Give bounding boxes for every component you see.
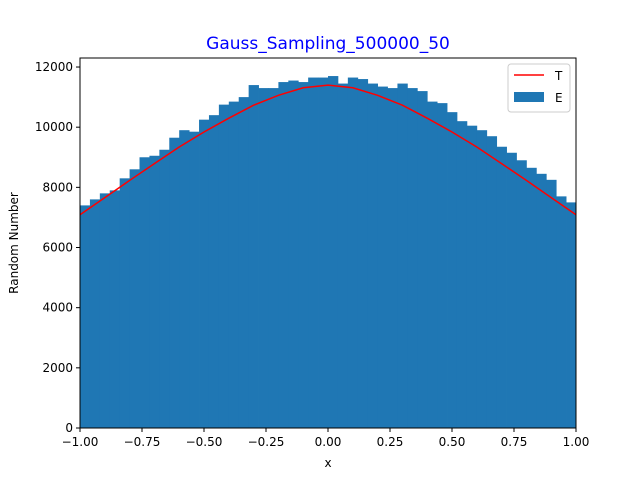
histogram-bar <box>536 173 547 428</box>
histogram-bar <box>139 157 150 428</box>
histogram-bar <box>218 104 230 429</box>
histogram-bar <box>80 205 91 428</box>
x-tick-label: 0.25 <box>377 435 404 449</box>
y-tick-label: 0 <box>65 421 73 435</box>
histogram-bar <box>357 79 369 428</box>
histogram-bar <box>397 83 408 429</box>
histogram-bar <box>149 155 160 428</box>
histogram-bar <box>99 193 111 428</box>
x-tick-label: −1.00 <box>62 435 99 449</box>
histogram-bar <box>109 190 121 428</box>
y-tick-label: 4000 <box>42 301 73 315</box>
x-axis-label: x <box>324 456 331 470</box>
histogram-bar <box>308 77 319 428</box>
y-tick-label: 8000 <box>42 180 73 194</box>
histogram-bar <box>556 196 567 428</box>
histogram-bar <box>258 88 269 428</box>
histogram-bar <box>278 82 289 429</box>
histogram-bar <box>337 83 349 429</box>
histogram-bar <box>228 101 240 428</box>
histogram-bar <box>566 202 577 428</box>
histogram-bar <box>466 125 478 429</box>
histogram-bar <box>437 103 448 428</box>
x-tick-label: −0.50 <box>186 435 223 449</box>
histogram-bar <box>208 115 220 428</box>
histogram-bar <box>119 178 130 428</box>
y-tick-label: 6000 <box>42 241 73 255</box>
histogram-bar <box>129 169 140 428</box>
histogram-bar <box>407 88 418 428</box>
histogram-bar <box>486 136 498 429</box>
histogram-bar <box>476 130 488 428</box>
histogram-bar <box>318 77 329 428</box>
y-axis-label: Random Number <box>7 192 21 294</box>
x-tick-label: 0.50 <box>439 435 466 449</box>
y-tick-label: 2000 <box>42 361 73 375</box>
histogram-bar <box>159 149 170 428</box>
theory-curve <box>79 84 577 216</box>
x-axis-ticks: −1.00 −0.75 −0.50 −0.25 0.00 0.25 0.50 0.75 1.00 <box>62 428 590 449</box>
x-tick-label: −0.25 <box>248 435 285 449</box>
histogram-bar <box>89 199 101 428</box>
y-tick-label: 10000 <box>35 120 73 134</box>
histogram-bars <box>80 76 577 429</box>
histogram-bar <box>347 77 359 428</box>
histogram-bar <box>238 97 250 429</box>
histogram-bar <box>169 137 180 428</box>
histogram-bar <box>377 86 388 428</box>
histogram-bar <box>387 88 398 428</box>
legend: T E <box>507 63 571 113</box>
histogram-bar <box>456 121 468 429</box>
histogram-bar <box>248 85 259 428</box>
histogram-bar <box>516 160 527 428</box>
histogram-bar <box>268 88 279 428</box>
theory-curve-layer <box>79 84 577 216</box>
x-tick-label: 0.00 <box>315 435 342 449</box>
y-axis-ticks: 0 2000 4000 6000 8000 10000 12000 <box>35 60 80 435</box>
y-tick-label: 12000 <box>35 60 73 74</box>
histogram-bar <box>199 119 210 429</box>
histogram-bar <box>288 80 299 428</box>
histogram-bar <box>328 76 339 429</box>
chart-title: Gauss_Sampling_500000_50 <box>206 34 450 54</box>
x-tick-label: 0.75 <box>501 435 528 449</box>
histogram-bar <box>506 152 517 428</box>
histogram-bar <box>526 167 537 428</box>
legend-label-e: E <box>555 91 563 105</box>
x-tick-label: −0.75 <box>124 435 161 449</box>
legend-label-t: T <box>554 69 563 83</box>
legend-swatch-e <box>514 92 544 102</box>
histogram-bar <box>447 112 458 429</box>
x-tick-label: 1.00 <box>563 435 590 449</box>
histogram-bar <box>496 146 507 428</box>
histogram-bar <box>417 91 428 429</box>
histogram-bar <box>427 101 438 428</box>
histogram-bar <box>189 131 200 428</box>
histogram-bar <box>367 83 378 429</box>
histogram-bar <box>298 82 309 429</box>
histogram-bar <box>546 179 557 428</box>
histogram-bar <box>179 130 190 428</box>
